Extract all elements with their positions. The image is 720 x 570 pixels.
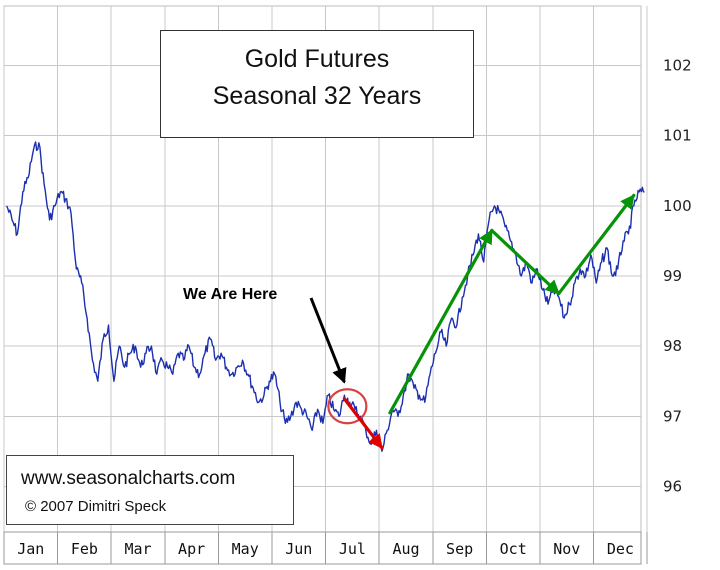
chart-subtitle: Seasonal 32 Years — [212, 82, 422, 110]
x-tick-label: Jan — [17, 540, 44, 558]
x-tick-label: Apr — [178, 540, 205, 558]
credit-copyright: © 2007 Dimitri Speck — [25, 498, 167, 515]
x-tick-label: Jul — [339, 540, 366, 558]
y-tick-label: 100 — [663, 197, 692, 215]
x-axis-band — [3, 531, 642, 565]
x-tick-label: Sep — [446, 540, 473, 558]
y-tick-label: 101 — [663, 127, 692, 145]
credit-box: www.seasonalcharts.com © 2007 Dimitri Sp… — [6, 455, 294, 525]
y-tick-label: 102 — [663, 57, 692, 75]
annotation-layer — [309, 193, 636, 450]
credit-url: www.seasonalcharts.com — [21, 468, 236, 489]
y-tick-labels: 96 97 98 99 100 101 102 — [663, 57, 692, 496]
y-tick-label: 96 — [663, 477, 682, 495]
y-tick-label: 97 — [663, 407, 682, 425]
x-tick-label: Feb — [71, 540, 98, 558]
red-trend-arrow — [342, 397, 384, 450]
x-tick-labels: Jan Feb Mar Apr May Jun Jul Aug Sep Oct Nov Dec — [3, 531, 648, 565]
annotation-we-are-here: We Are Here — [183, 286, 278, 303]
x-tick-label: Oct — [500, 540, 527, 558]
x-tick-label: Jun — [285, 540, 312, 558]
y-tick-label: 99 — [663, 267, 682, 285]
we-are-here-arrow — [309, 297, 347, 384]
x-tick-label: May — [232, 540, 259, 558]
chart-title-box: Gold Futures Seasonal 32 Years — [160, 30, 474, 138]
x-tick-label: Aug — [392, 540, 419, 558]
green-trend-arrow — [388, 228, 494, 415]
x-tick-label: Mar — [124, 540, 151, 558]
x-tick-label: Dec — [607, 540, 634, 558]
highlight-circle — [327, 388, 368, 425]
green-trend-arrow — [557, 193, 636, 296]
x-tick-label: Nov — [553, 540, 580, 558]
chart-title: Gold Futures — [244, 45, 390, 73]
green-trend-arrow — [490, 228, 561, 296]
y-tick-label: 98 — [663, 337, 682, 355]
